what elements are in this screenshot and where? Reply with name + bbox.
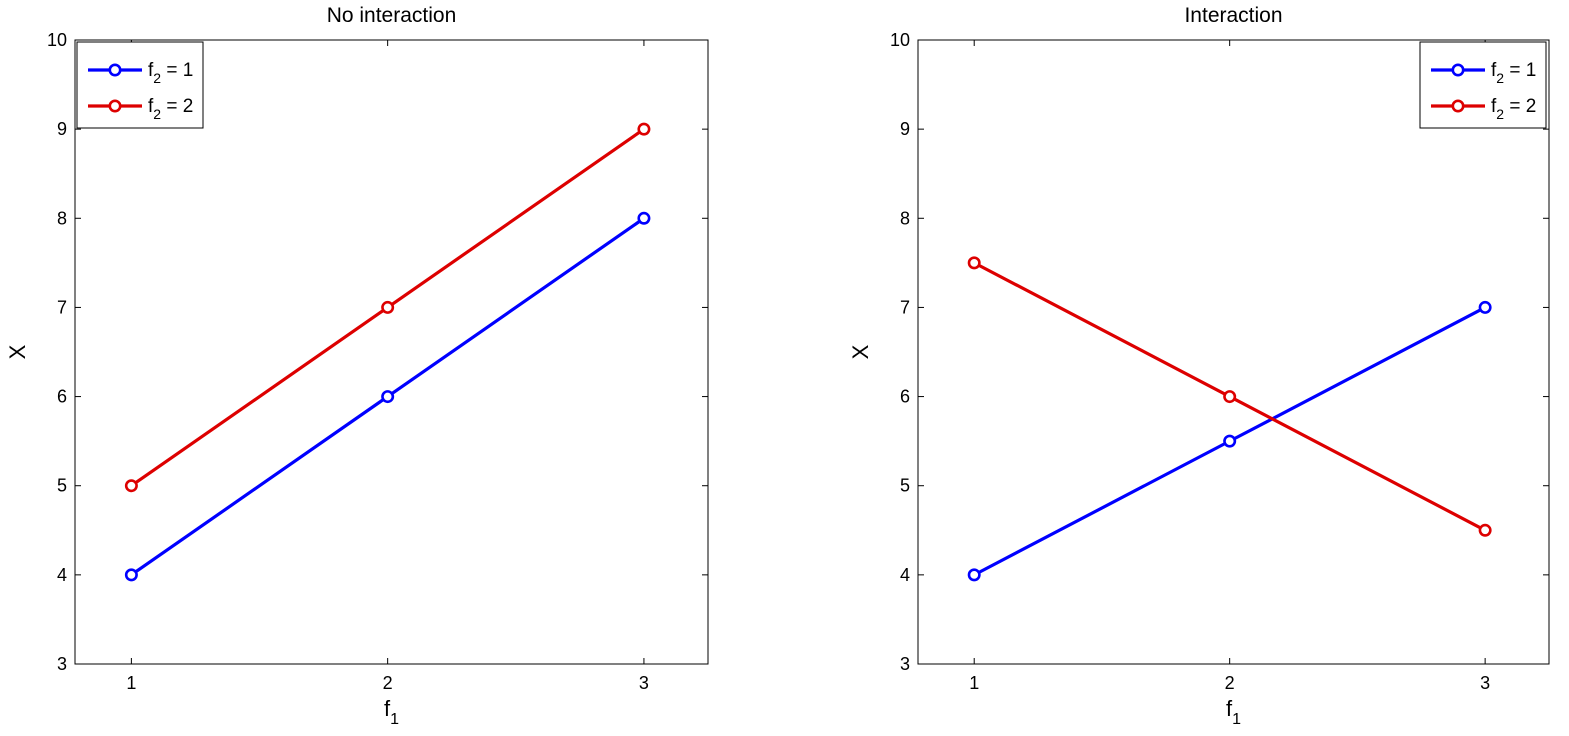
x-tick-label: 3 xyxy=(639,673,649,693)
legend-entry-subscript: 2 xyxy=(153,70,161,86)
data-point xyxy=(637,122,651,136)
data-point xyxy=(1223,390,1237,404)
y-tick-label: 4 xyxy=(57,565,67,585)
legend-entry-name: f xyxy=(1491,60,1497,81)
legend-swatch-marker xyxy=(108,63,122,77)
y-tick-label: 6 xyxy=(900,387,910,407)
y-tick-label: 5 xyxy=(57,476,67,496)
legend-swatch-marker xyxy=(108,99,122,113)
x-axis-label: f1 xyxy=(1226,696,1241,728)
y-tick-label: 3 xyxy=(57,654,67,674)
legend-entry-subscript: 2 xyxy=(1496,70,1504,86)
x-axis-label-subscript: 1 xyxy=(1232,711,1241,728)
data-point xyxy=(637,211,651,225)
legend-entry-label: f2 = 1 xyxy=(1491,60,1536,86)
legend-entry-subscript: 2 xyxy=(1496,106,1504,122)
y-tick-label: 7 xyxy=(57,297,67,317)
legend-entry-label: f2 = 2 xyxy=(1491,96,1536,122)
legend: f2 = 1f2 = 2 xyxy=(76,41,204,129)
legend-entry-suffix: = 1 xyxy=(1504,60,1536,81)
legend-entry-subscript: 2 xyxy=(153,106,161,122)
data-point xyxy=(967,568,981,582)
legend-box xyxy=(76,41,204,129)
legend-swatch-marker xyxy=(1451,63,1465,77)
data-point xyxy=(1223,434,1237,448)
data-point xyxy=(381,300,395,314)
data-point xyxy=(381,390,395,404)
x-tick-label: 2 xyxy=(1225,673,1235,693)
x-tick-label: 1 xyxy=(969,673,979,693)
data-point xyxy=(124,568,138,582)
legend-entry-label: f2 = 1 xyxy=(148,60,193,86)
chart-title: No interaction xyxy=(327,4,457,27)
y-tick-label: 4 xyxy=(900,565,910,585)
legend: f2 = 1f2 = 2 xyxy=(1419,41,1547,129)
y-tick-label: 8 xyxy=(900,208,910,228)
legend-entry-suffix: = 2 xyxy=(161,96,193,117)
chart-title: Interaction xyxy=(1184,4,1282,27)
legend-box xyxy=(1419,41,1547,129)
y-axis-label: X xyxy=(5,344,30,359)
y-tick-label: 7 xyxy=(900,297,910,317)
x-tick-label: 1 xyxy=(126,673,136,693)
x-axis-label-main: f xyxy=(384,696,391,721)
x-axis-label-main: f xyxy=(1226,696,1233,721)
data-point xyxy=(1478,300,1492,314)
data-point xyxy=(1478,523,1492,537)
legend-entry-suffix: = 2 xyxy=(1504,96,1536,117)
y-tick-label: 10 xyxy=(47,30,67,50)
legend-entry-name: f xyxy=(148,96,154,117)
y-axis-label: X xyxy=(848,344,873,359)
x-axis-label-subscript: 1 xyxy=(390,711,399,728)
x-tick-label: 3 xyxy=(1480,673,1490,693)
y-tick-label: 9 xyxy=(57,119,67,139)
legend-entry-name: f xyxy=(148,60,154,81)
y-tick-label: 3 xyxy=(900,654,910,674)
plot-frame xyxy=(74,39,709,665)
y-tick-label: 6 xyxy=(57,387,67,407)
legend-entry-suffix: = 1 xyxy=(161,60,193,81)
plot-frame xyxy=(917,39,1550,665)
y-tick-label: 10 xyxy=(890,30,910,50)
x-axis-label: f1 xyxy=(384,696,399,728)
legend-entry-label: f2 = 2 xyxy=(148,96,193,122)
data-point xyxy=(967,256,981,270)
y-tick-label: 8 xyxy=(57,208,67,228)
x-tick-label: 2 xyxy=(383,673,393,693)
y-tick-label: 5 xyxy=(900,476,910,496)
data-point xyxy=(124,479,138,493)
y-tick-label: 9 xyxy=(900,119,910,139)
legend-swatch-marker xyxy=(1451,99,1465,113)
legend-entry-name: f xyxy=(1491,96,1497,117)
